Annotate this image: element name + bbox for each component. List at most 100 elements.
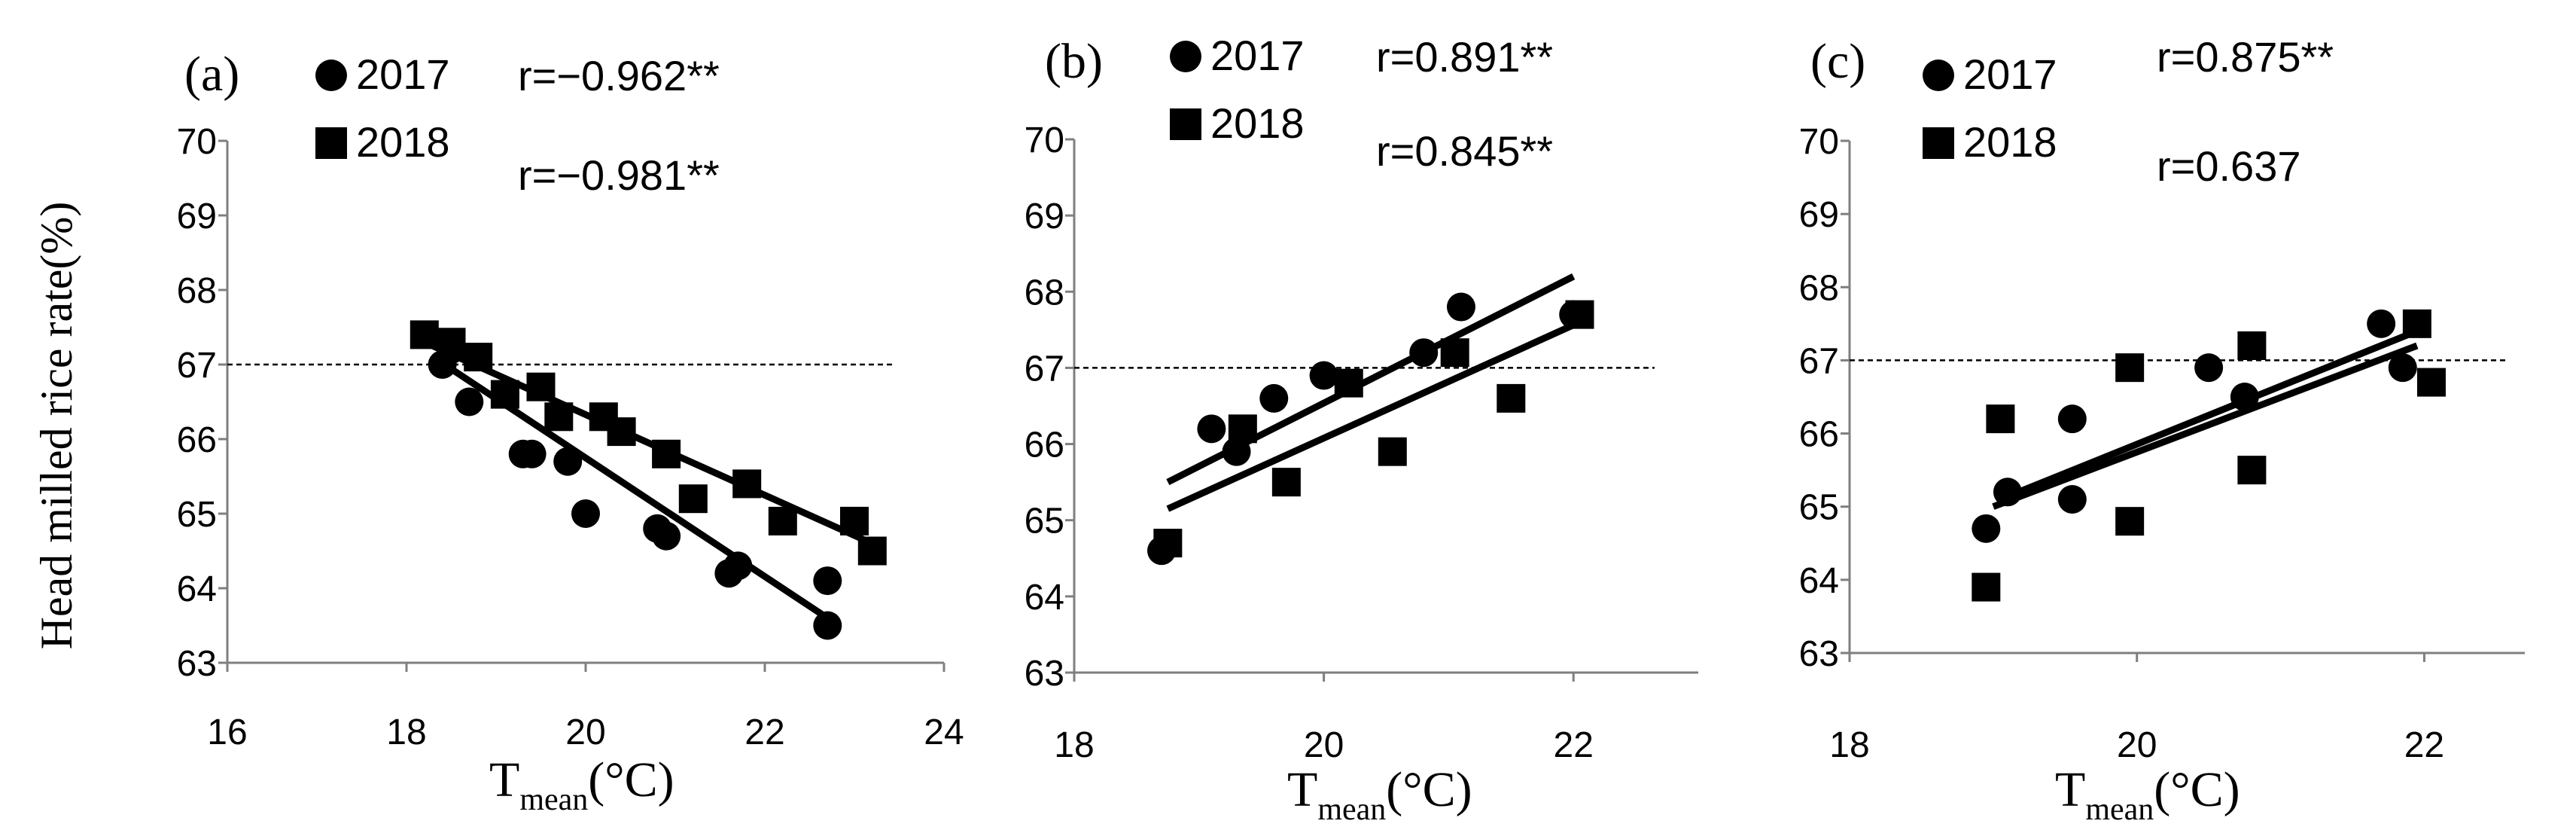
y-tick-label: 64 <box>1799 561 1839 601</box>
data-point-2018 <box>2402 309 2431 338</box>
legend-marker-2018 <box>1923 127 1954 159</box>
data-point-2018 <box>1986 404 2015 434</box>
data-point-2018 <box>857 536 887 566</box>
fit-line-2018 <box>1992 342 2419 510</box>
x-axis-label: Tmean(°C) <box>1287 762 1472 827</box>
data-point-2017 <box>1309 361 1338 390</box>
data-point-2018 <box>526 372 556 401</box>
data-point-2018 <box>678 484 708 514</box>
data-point-2017 <box>1259 383 1289 413</box>
y-tick-label: 64 <box>177 569 217 609</box>
data-point-2018 <box>544 402 574 432</box>
x-tick-label: 20 <box>2117 725 2157 765</box>
data-point-2018 <box>1271 468 1301 497</box>
y-tick-label: 69 <box>177 197 217 236</box>
data-point-2018 <box>1378 437 1407 466</box>
legend-marker-2017 <box>1170 41 1201 72</box>
data-point-2018 <box>1334 368 1363 398</box>
data-point-2018 <box>1440 338 1469 368</box>
data-point-2017 <box>553 447 583 476</box>
panels: 63 64 65 66 67 68 69 70 16 18 20 22 24 2017 r=−0.962**… <box>177 32 2525 827</box>
x-tick-label: 22 <box>744 712 784 752</box>
legend-marker-2017 <box>1923 60 1954 91</box>
legend-marker-2018 <box>1170 108 1201 140</box>
fit-line-2018 <box>422 339 874 547</box>
y-tick-label: 65 <box>177 495 217 535</box>
y-tick-label: 69 <box>1799 195 1839 235</box>
data-point-2017 <box>1972 514 2001 543</box>
data-point-2017 <box>517 439 547 468</box>
data-point-2018 <box>410 320 439 349</box>
y-axis-title: Head milled rice rate(%) <box>32 202 81 650</box>
y-tick-label: 68 <box>1025 273 1064 313</box>
data-point-2018 <box>732 469 762 499</box>
y-tick-label: 70 <box>1025 121 1064 160</box>
y-tick-label: 66 <box>177 420 217 460</box>
legend-marker-2017 <box>315 60 347 91</box>
data-point-2018 <box>2115 353 2145 383</box>
data-point-2018 <box>1565 300 1594 329</box>
y-tick-label: 68 <box>177 271 217 311</box>
r-label-2018: r=0.637 <box>2157 142 2301 190</box>
data-point-2018 <box>652 439 681 468</box>
x-tick-label: 20 <box>565 712 605 752</box>
data-point-2018 <box>607 417 636 447</box>
panel-3: 63 64 65 66 67 68 69 70 18 20 22 2017 r=0.875** 2018 r… <box>1799 33 2525 827</box>
r-label-2018: r=0.845** <box>1376 127 1553 175</box>
data-point-2018 <box>2115 507 2145 536</box>
panel-1: 63 64 65 66 67 68 69 70 16 18 20 22 24 2017 r=−0.962**… <box>177 47 964 817</box>
y-tick-label: 68 <box>1799 268 1839 308</box>
legend-label-2017: 2017 <box>356 50 450 98</box>
data-point-2017 <box>571 499 600 528</box>
y-tick-label: 70 <box>1799 122 1839 162</box>
panel-2: 63 64 65 66 67 68 69 70 18 20 22 2017 r=0.891** 2018 r… <box>1025 32 1698 827</box>
data-point-2017 <box>1409 338 1439 368</box>
x-tick-label: 18 <box>1054 725 1094 765</box>
data-point-2018 <box>437 328 466 357</box>
data-point-2017 <box>2230 383 2259 411</box>
panel-label: (b) <box>1045 34 1103 89</box>
r-label-2017: r=−0.962** <box>518 52 720 99</box>
legend-label-2018: 2018 <box>1963 118 2057 166</box>
r-label-2017: r=0.875** <box>2157 33 2334 81</box>
data-point-2017 <box>1197 414 1226 444</box>
y-tick-label: 70 <box>177 122 217 162</box>
data-point-2018 <box>490 380 519 409</box>
data-point-2017 <box>1222 437 1251 466</box>
y-tick-label: 66 <box>1799 415 1839 455</box>
data-point-2017 <box>652 521 681 551</box>
data-point-2017 <box>2388 353 2417 383</box>
data-point-2017 <box>813 611 842 640</box>
data-point-2018 <box>2416 368 2446 397</box>
data-point-2018 <box>1972 572 2001 602</box>
y-tick-label: 65 <box>1025 502 1064 542</box>
legend-label-2018: 2018 <box>356 118 450 166</box>
data-point-2017 <box>1446 292 1475 322</box>
data-point-2017 <box>723 551 753 581</box>
legend-label-2018: 2018 <box>1210 99 1305 147</box>
panel-label: (a) <box>184 47 239 102</box>
y-tick-label: 63 <box>1799 634 1839 674</box>
fit-line-2017 <box>1999 328 2419 503</box>
x-tick-label: 18 <box>1829 725 1869 765</box>
legend-label-2017: 2017 <box>1963 50 2057 98</box>
r-label-2018: r=−0.981** <box>518 151 720 199</box>
y-tick-label: 63 <box>1025 654 1064 694</box>
y-tick-label: 69 <box>1025 197 1064 236</box>
y-tick-label: 67 <box>1799 341 1839 381</box>
y-tick-label: 67 <box>177 346 217 386</box>
legend-label-2017: 2017 <box>1210 32 1305 79</box>
data-point-2018 <box>1497 383 1526 413</box>
data-point-2018 <box>1228 414 1257 444</box>
data-point-2017 <box>2194 353 2224 383</box>
legend-marker-2018 <box>315 127 347 159</box>
data-point-2017 <box>2057 404 2087 434</box>
panel-label: (c) <box>1810 34 1865 89</box>
data-point-2018 <box>2237 331 2267 360</box>
x-tick-label: 18 <box>386 712 426 752</box>
data-point-2017 <box>2367 309 2396 338</box>
x-tick-label: 22 <box>1554 725 1594 765</box>
r-label-2017: r=0.891** <box>1376 33 1553 81</box>
fit-line-2018 <box>1166 319 1582 512</box>
